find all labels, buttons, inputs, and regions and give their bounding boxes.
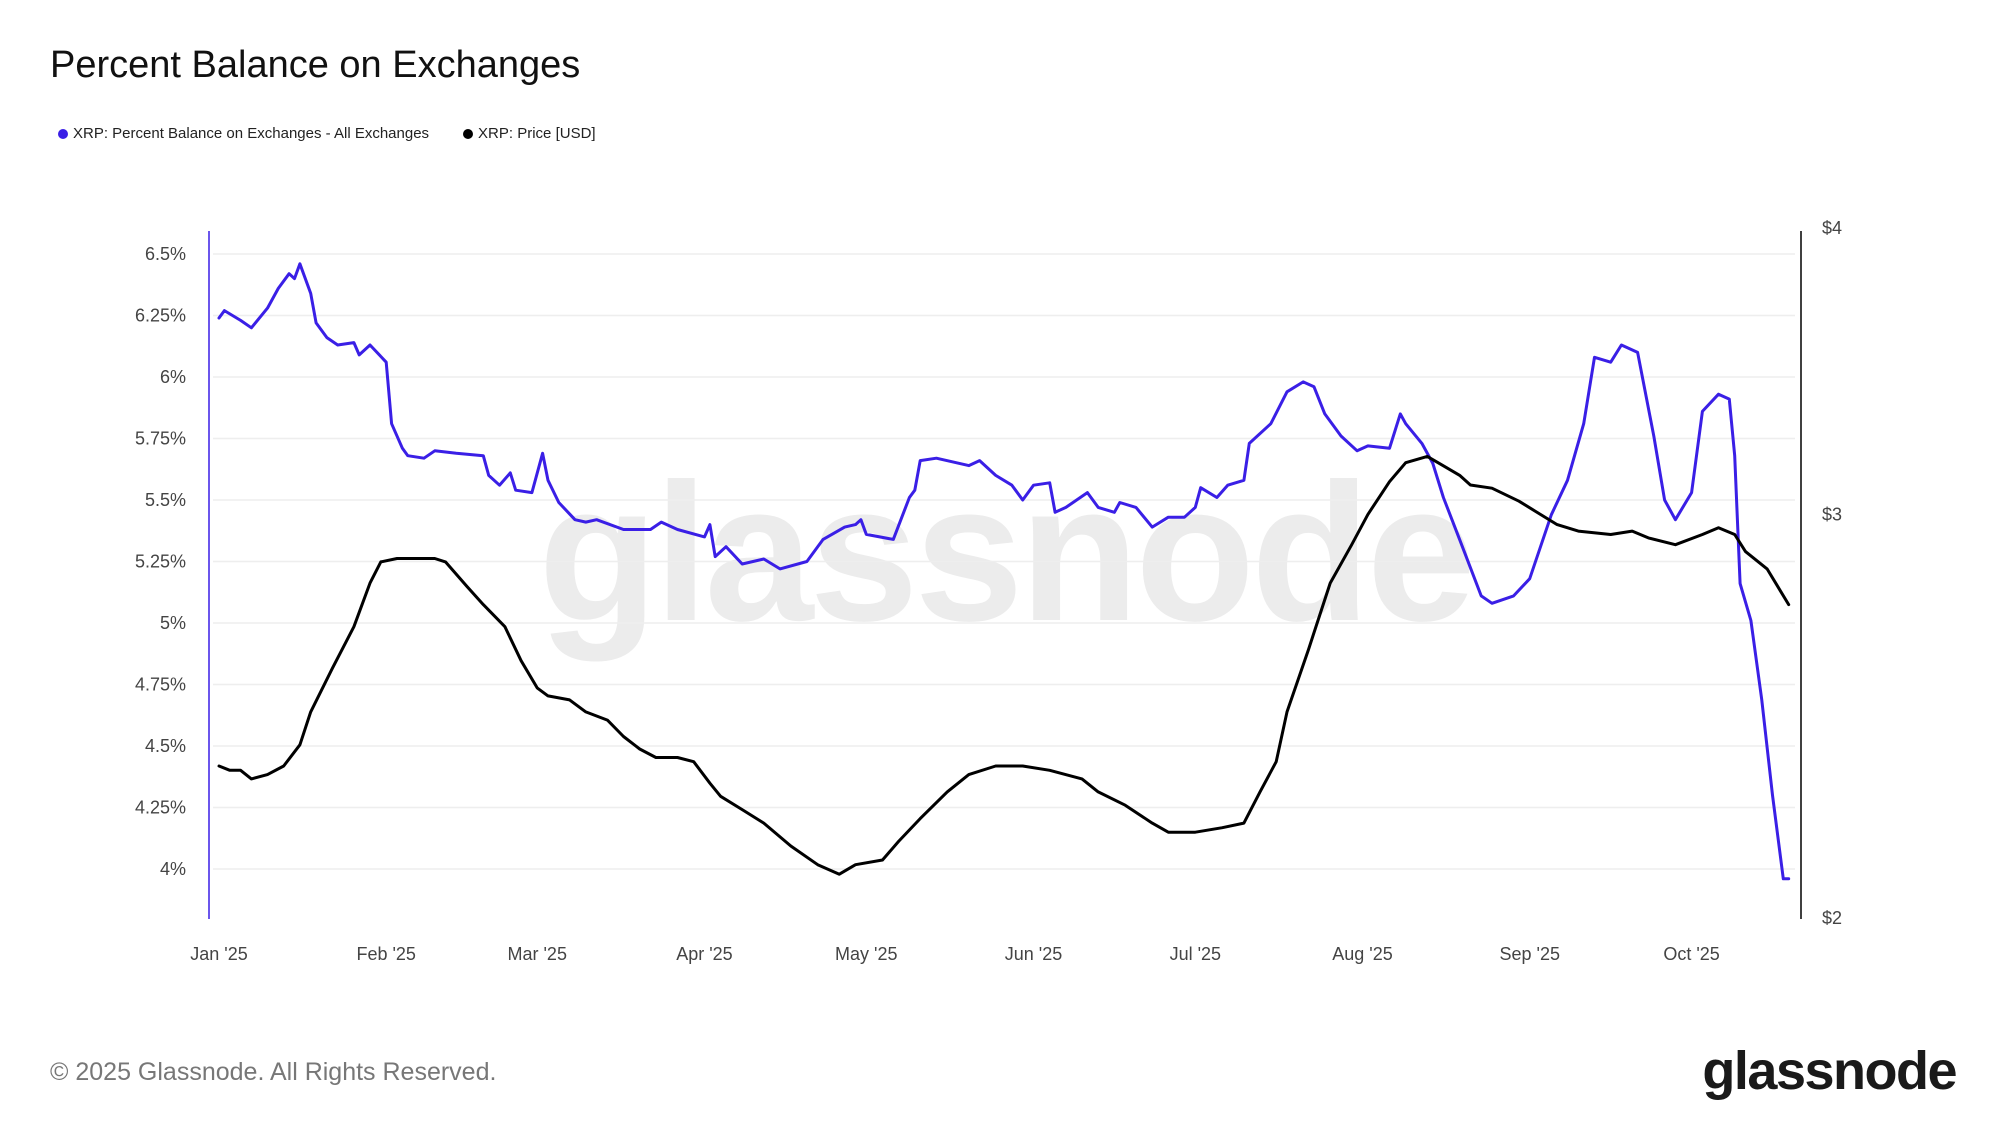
legend-dot-icon (58, 128, 68, 139)
left-axis-tick-label: 4% (160, 859, 186, 879)
legend: XRP: Percent Balance on Exchanges - All … (58, 125, 596, 142)
series-line-percent-balance (217, 262, 1791, 881)
legend-item-price[interactable]: XRP: Price [USD] (463, 125, 596, 142)
x-axis-tick-label: Jan '25 (190, 944, 247, 964)
left-axis-tick-label: 4.75% (135, 675, 186, 695)
x-axis-tick-label: Jul '25 (1170, 944, 1221, 964)
watermark-logo: glassnode (538, 443, 1475, 662)
chart-title: Percent Balance on Exchanges (50, 44, 581, 86)
x-axis-tick-label: May '25 (835, 944, 897, 964)
x-axis-tick-label: Aug '25 (1332, 944, 1393, 964)
x-axis-tick-label: Sep '25 (1499, 944, 1560, 964)
x-axis-tick-label: Jun '25 (1005, 944, 1062, 964)
left-axis-tick-label: 6% (160, 367, 186, 387)
left-axis-tick-label: 4.5% (145, 736, 186, 756)
x-axis-tick-label: Oct '25 (1663, 944, 1719, 964)
legend-label: XRP: Percent Balance on Exchanges - All … (73, 125, 430, 142)
legend-item-percent-balance[interactable]: XRP: Percent Balance on Exchanges - All … (58, 125, 429, 142)
left-axis-tick-label: 6.25% (135, 306, 186, 326)
left-axis-tick-label: 5.5% (145, 490, 186, 510)
legend-label: XRP: Price [USD] (478, 125, 596, 142)
copyright: © 2025 Glassnode. All Rights Reserved. (50, 1058, 497, 1086)
x-axis-tick-label: Apr '25 (676, 944, 732, 964)
legend-dot-icon (463, 128, 474, 139)
series-line-price (217, 454, 1791, 876)
left-axis-tick-label: 5% (160, 613, 186, 633)
left-axis-tick-label: 5.75% (135, 429, 186, 449)
left-axis-tick-label: 6.5% (145, 244, 186, 264)
x-axis-tick-label: Feb '25 (356, 944, 415, 964)
right-axis-tick-label: $2 (1822, 908, 1842, 928)
x-axis-tick-label: Mar '25 (508, 944, 567, 964)
right-axis-tick-label: $3 (1822, 504, 1842, 524)
right-axis-tick-label: $4 (1822, 218, 1842, 238)
glassnode-logo[interactable]: glassnode (1702, 1041, 1957, 1101)
left-axis-tick-label: 4.25% (135, 798, 186, 818)
left-axis-tick-label: 5.25% (135, 552, 186, 572)
